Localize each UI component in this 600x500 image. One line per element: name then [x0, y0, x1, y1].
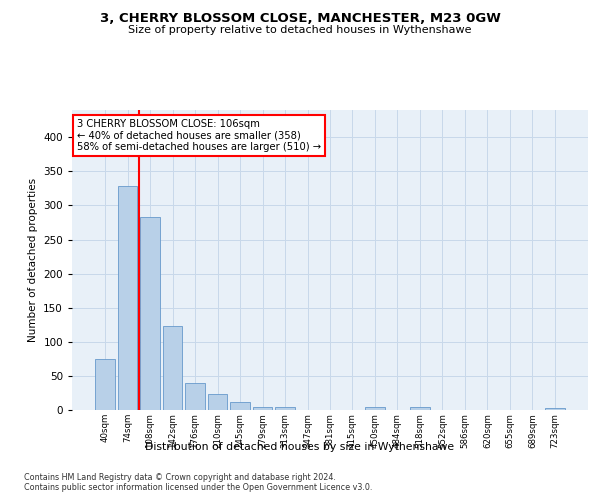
- Y-axis label: Number of detached properties: Number of detached properties: [28, 178, 38, 342]
- Bar: [208, 394, 227, 410]
- Bar: [95, 359, 115, 410]
- Bar: [163, 326, 182, 410]
- Bar: [365, 406, 385, 410]
- Bar: [545, 408, 565, 410]
- Bar: [410, 406, 430, 410]
- Text: Contains public sector information licensed under the Open Government Licence v3: Contains public sector information licen…: [24, 484, 373, 492]
- Text: Distribution of detached houses by size in Wythenshawe: Distribution of detached houses by size …: [145, 442, 455, 452]
- Bar: [275, 406, 295, 410]
- Bar: [140, 217, 160, 410]
- Bar: [185, 384, 205, 410]
- Text: Contains HM Land Registry data © Crown copyright and database right 2024.: Contains HM Land Registry data © Crown c…: [24, 472, 336, 482]
- Text: 3, CHERRY BLOSSOM CLOSE, MANCHESTER, M23 0GW: 3, CHERRY BLOSSOM CLOSE, MANCHESTER, M23…: [100, 12, 500, 26]
- Bar: [253, 406, 272, 410]
- Text: Size of property relative to detached houses in Wythenshawe: Size of property relative to detached ho…: [128, 25, 472, 35]
- Text: 3 CHERRY BLOSSOM CLOSE: 106sqm
← 40% of detached houses are smaller (358)
58% of: 3 CHERRY BLOSSOM CLOSE: 106sqm ← 40% of …: [77, 119, 321, 152]
- Bar: [230, 402, 250, 410]
- Bar: [118, 186, 137, 410]
